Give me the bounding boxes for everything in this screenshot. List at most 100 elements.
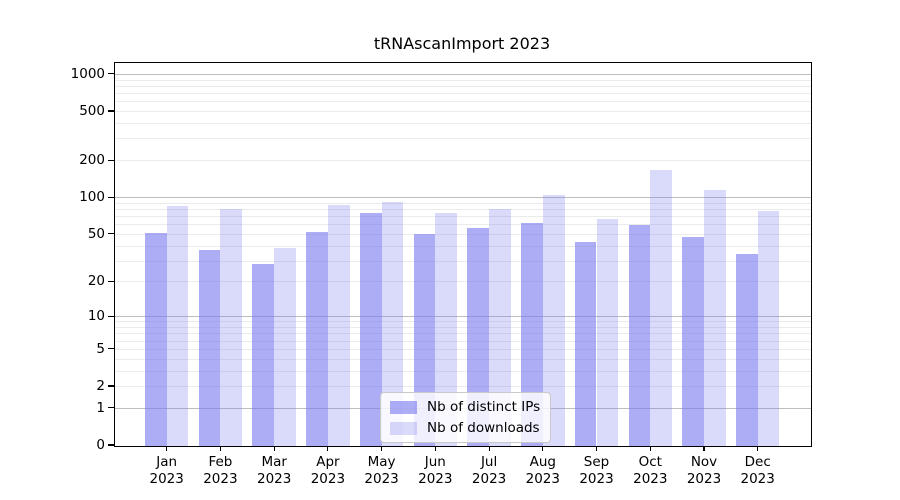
y-tick-mark xyxy=(108,407,115,409)
x-tick-label-nov: Nov 2023 xyxy=(672,454,736,488)
x-tick-label-jul: Jul 2023 xyxy=(457,454,521,488)
minor-gridline xyxy=(115,245,811,247)
bar-distinct-ips-feb xyxy=(198,249,221,446)
x-tick-month: May xyxy=(367,454,396,470)
bar-distinct-ips-jan xyxy=(144,232,167,446)
x-tick-label-aug: Aug 2023 xyxy=(511,454,575,488)
x-tick-label-sep: Sep 2023 xyxy=(565,454,629,488)
x-tick-mark xyxy=(649,446,651,451)
y-tick-label: 1000 xyxy=(70,65,105,82)
minor-gridline xyxy=(115,370,811,372)
x-tick-mark xyxy=(273,446,275,451)
bar-downloads-mar xyxy=(274,248,296,446)
minor-gridline xyxy=(115,208,811,210)
minor-gridline xyxy=(115,281,811,283)
x-tick-month: Jul xyxy=(480,454,498,470)
bar-downloads-dec xyxy=(757,210,780,446)
x-tick-month: Apr xyxy=(316,454,340,470)
x-tick-label-dec: Dec 2023 xyxy=(726,454,790,488)
minor-gridline xyxy=(115,202,811,204)
y-tick-mark xyxy=(108,348,115,350)
x-tick-month: Dec xyxy=(744,454,771,470)
x-tick-label-may: May 2023 xyxy=(350,454,414,488)
bar-downloads-feb xyxy=(220,208,243,446)
x-tick-label-oct: Oct 2023 xyxy=(618,454,682,488)
minor-gridline xyxy=(115,160,811,162)
bar-downloads-jul xyxy=(489,208,511,446)
x-tick-mark xyxy=(542,446,544,451)
minor-gridline xyxy=(115,138,811,140)
x-tick-year: 2023 xyxy=(686,471,722,487)
x-tick-year: 2023 xyxy=(364,471,399,487)
x-tick-month: Nov xyxy=(690,454,718,470)
legend-label-distinct-ips: Nb of distinct IPs xyxy=(427,399,541,415)
y-tick-label: 10 xyxy=(87,308,105,325)
y-tick-mark xyxy=(108,280,115,282)
bar-distinct-ips-apr xyxy=(306,231,328,446)
legend-swatch-downloads xyxy=(390,421,417,435)
legend-entry-distinct-ips: Nb of distinct IPs xyxy=(390,399,540,415)
chart-title: tRNAscanImport 2023 xyxy=(373,34,551,53)
bar-distinct-ips-sep xyxy=(574,241,597,446)
minor-gridline xyxy=(115,93,811,94)
minor-gridline xyxy=(115,358,811,360)
x-tick-label-feb: Feb 2023 xyxy=(188,454,252,488)
x-tick-month: Mar xyxy=(261,454,287,470)
bar-downloads-aug xyxy=(542,195,565,446)
x-tick-month: Oct xyxy=(638,454,662,470)
y-tick-label: 0 xyxy=(96,437,105,453)
bar-downloads-jan xyxy=(166,205,189,446)
x-tick-mark xyxy=(219,446,221,451)
x-tick-month: Jan xyxy=(156,454,178,470)
legend-entry-downloads: Nb of downloads xyxy=(390,420,540,436)
x-tick-year: 2023 xyxy=(579,471,614,487)
x-tick-year: 2023 xyxy=(257,471,292,487)
bar-downloads-oct xyxy=(650,170,673,446)
legend: Nb of distinct IPs Nb of downloads xyxy=(380,392,552,443)
x-tick-mark xyxy=(381,446,383,451)
y-tick-label: 5 xyxy=(96,340,105,357)
x-tick-month: Aug xyxy=(529,454,556,470)
minor-gridline xyxy=(115,327,811,328)
legend-label-downloads: Nb of downloads xyxy=(427,420,540,436)
x-tick-mark xyxy=(434,446,436,451)
y-tick-label: 50 xyxy=(87,225,105,242)
y-tick-mark xyxy=(108,159,115,161)
minor-gridline xyxy=(115,216,811,217)
minor-gridline xyxy=(115,85,811,87)
y-tick-label: 100 xyxy=(79,189,105,206)
x-tick-month: Feb xyxy=(208,454,233,470)
bar-downloads-may xyxy=(381,201,404,446)
x-tick-year: 2023 xyxy=(203,471,238,487)
bar-distinct-ips-nov xyxy=(682,237,704,446)
minor-gridline xyxy=(115,333,811,335)
x-tick-month: Jun xyxy=(424,454,446,470)
x-tick-year: 2023 xyxy=(740,471,775,487)
plot-area: Nb of distinct IPs Nb of downloads 1000 5… xyxy=(71,62,812,487)
y-tick-label: 500 xyxy=(79,103,105,119)
minor-gridline xyxy=(115,79,811,81)
x-tick-mark xyxy=(595,446,598,451)
x-tick-label-jan: Jan 2023 xyxy=(135,454,199,488)
x-tick-label-apr: Apr 2023 xyxy=(296,454,360,488)
x-tick-mark xyxy=(757,446,759,451)
y-tick-mark xyxy=(108,110,115,112)
minor-gridline xyxy=(115,340,811,342)
y-tick-mark xyxy=(108,385,115,387)
x-tick-year: 2023 xyxy=(471,471,507,487)
x-tick-year: 2023 xyxy=(633,471,668,487)
minor-gridline xyxy=(115,111,811,112)
major-gridline xyxy=(115,73,811,75)
bar-distinct-ips-mar xyxy=(252,264,275,446)
y-tick-mark xyxy=(108,315,115,317)
x-tick-year: 2023 xyxy=(525,471,560,487)
x-tick-mark xyxy=(327,446,329,451)
minor-gridline xyxy=(115,224,811,226)
major-gridline xyxy=(115,197,811,199)
bar-downloads-jun xyxy=(435,213,458,446)
y-tick-label: 2 xyxy=(96,378,105,394)
minor-gridline xyxy=(115,123,811,124)
bar-downloads-sep xyxy=(596,219,619,446)
bar-downloads-nov xyxy=(704,190,726,446)
